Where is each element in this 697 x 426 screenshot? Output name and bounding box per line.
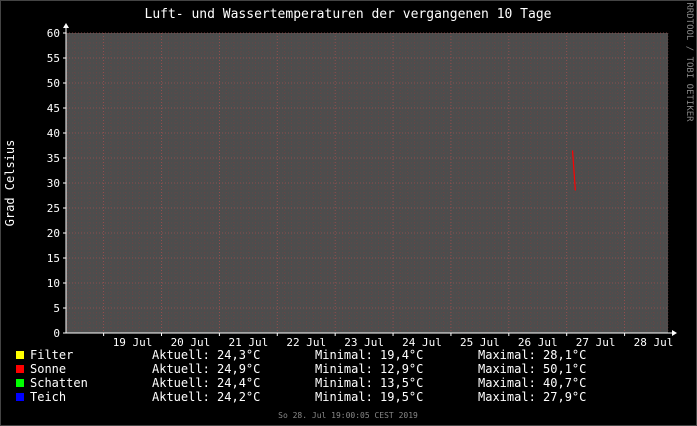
- y-axis-arrow: [63, 23, 69, 28]
- legend-maximal: Maximal: 28,1°C: [478, 348, 586, 362]
- legend-minimal: Minimal: 19,4°C: [315, 348, 423, 362]
- timestamp: So 28. Jul 19:00:05 CEST 2019: [278, 411, 418, 420]
- rrdtool-watermark: RRDTOOL / TOBI OETIKER: [684, 2, 694, 122]
- x-tick-label: 20 Jul: [171, 336, 211, 349]
- legend-maximal: Maximal: 40,7°C: [478, 376, 586, 390]
- legend-aktuell: Aktuell: 24,4°C: [152, 376, 260, 390]
- y-tick-label: 15: [47, 252, 60, 265]
- legend-maximal: Maximal: 50,1°C: [478, 362, 586, 376]
- x-tick-label: 24 Jul: [402, 336, 442, 349]
- x-tick-label: 25 Jul: [460, 336, 500, 349]
- legend: Filter Aktuell: 24,3°C Minimal: 19,4°C Maxi…: [16, 348, 586, 404]
- y-tick-label: 10: [47, 277, 60, 290]
- legend-name: Teich: [30, 390, 66, 404]
- x-axis-arrow: [672, 330, 677, 336]
- series-lines: [571, 150, 576, 191]
- legend-name: Schatten: [30, 376, 88, 390]
- y-tick-label: 60: [47, 27, 60, 40]
- y-tick-label: 40: [47, 127, 60, 140]
- legend-name: Sonne: [30, 362, 66, 376]
- x-axis-ticks: 19 Jul 20 Jul 21 Jul 22 Jul 23 Jul 24 Jul 25 J…: [103, 333, 674, 349]
- y-tick-label: 20: [47, 227, 60, 240]
- y-tick-label: 5: [53, 302, 60, 315]
- legend-aktuell: Aktuell: 24,2°C: [152, 390, 260, 404]
- y-tick-label: 35: [47, 152, 60, 165]
- y-tick-label: 30: [47, 177, 60, 190]
- x-tick-label: 21 Jul: [228, 336, 268, 349]
- y-axis-ticks: 0 5 10 15 20 25 30 35 40 45 50 55 60: [47, 27, 66, 340]
- legend-name: Filter: [30, 348, 73, 362]
- x-tick-label: 28 Jul: [634, 336, 674, 349]
- y-tick-label: 0: [53, 327, 60, 340]
- chart-title: Luft- und Wassertemperaturen der vergang…: [145, 7, 552, 22]
- legend-maximal: Maximal: 27,9°C: [478, 390, 586, 404]
- legend-swatch-schatten: [16, 379, 24, 387]
- y-tick-label: 55: [47, 52, 60, 65]
- legend-aktuell: Aktuell: 24,9°C: [152, 362, 260, 376]
- x-tick-label: 23 Jul: [344, 336, 384, 349]
- y-axis-label: Grad Celsius: [3, 140, 17, 227]
- grid-lines: [66, 32, 669, 334]
- x-tick-label: 22 Jul: [286, 336, 326, 349]
- y-tick-label: 45: [47, 102, 60, 115]
- y-tick-label: 50: [47, 77, 60, 90]
- legend-minimal: Minimal: 12,9°C: [315, 362, 423, 376]
- legend-minimal: Minimal: 13,5°C: [315, 376, 423, 390]
- legend-minimal: Minimal: 19,5°C: [315, 390, 423, 404]
- series-line-sonne: [571, 150, 576, 191]
- legend-swatch-teich: [16, 393, 24, 401]
- legend-swatch-sonne: [16, 365, 24, 373]
- x-tick-label: 27 Jul: [576, 336, 616, 349]
- y-tick-label: 25: [47, 202, 60, 215]
- legend-aktuell: Aktuell: 24,3°C: [152, 348, 260, 362]
- legend-swatch-filter: [16, 351, 24, 359]
- x-tick-label: 19 Jul: [113, 336, 153, 349]
- x-tick-label: 26 Jul: [518, 336, 558, 349]
